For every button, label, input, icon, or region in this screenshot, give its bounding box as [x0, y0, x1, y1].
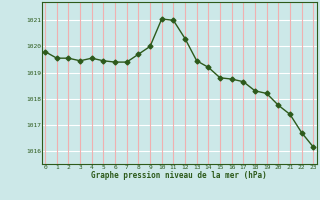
- X-axis label: Graphe pression niveau de la mer (hPa): Graphe pression niveau de la mer (hPa): [91, 171, 267, 180]
